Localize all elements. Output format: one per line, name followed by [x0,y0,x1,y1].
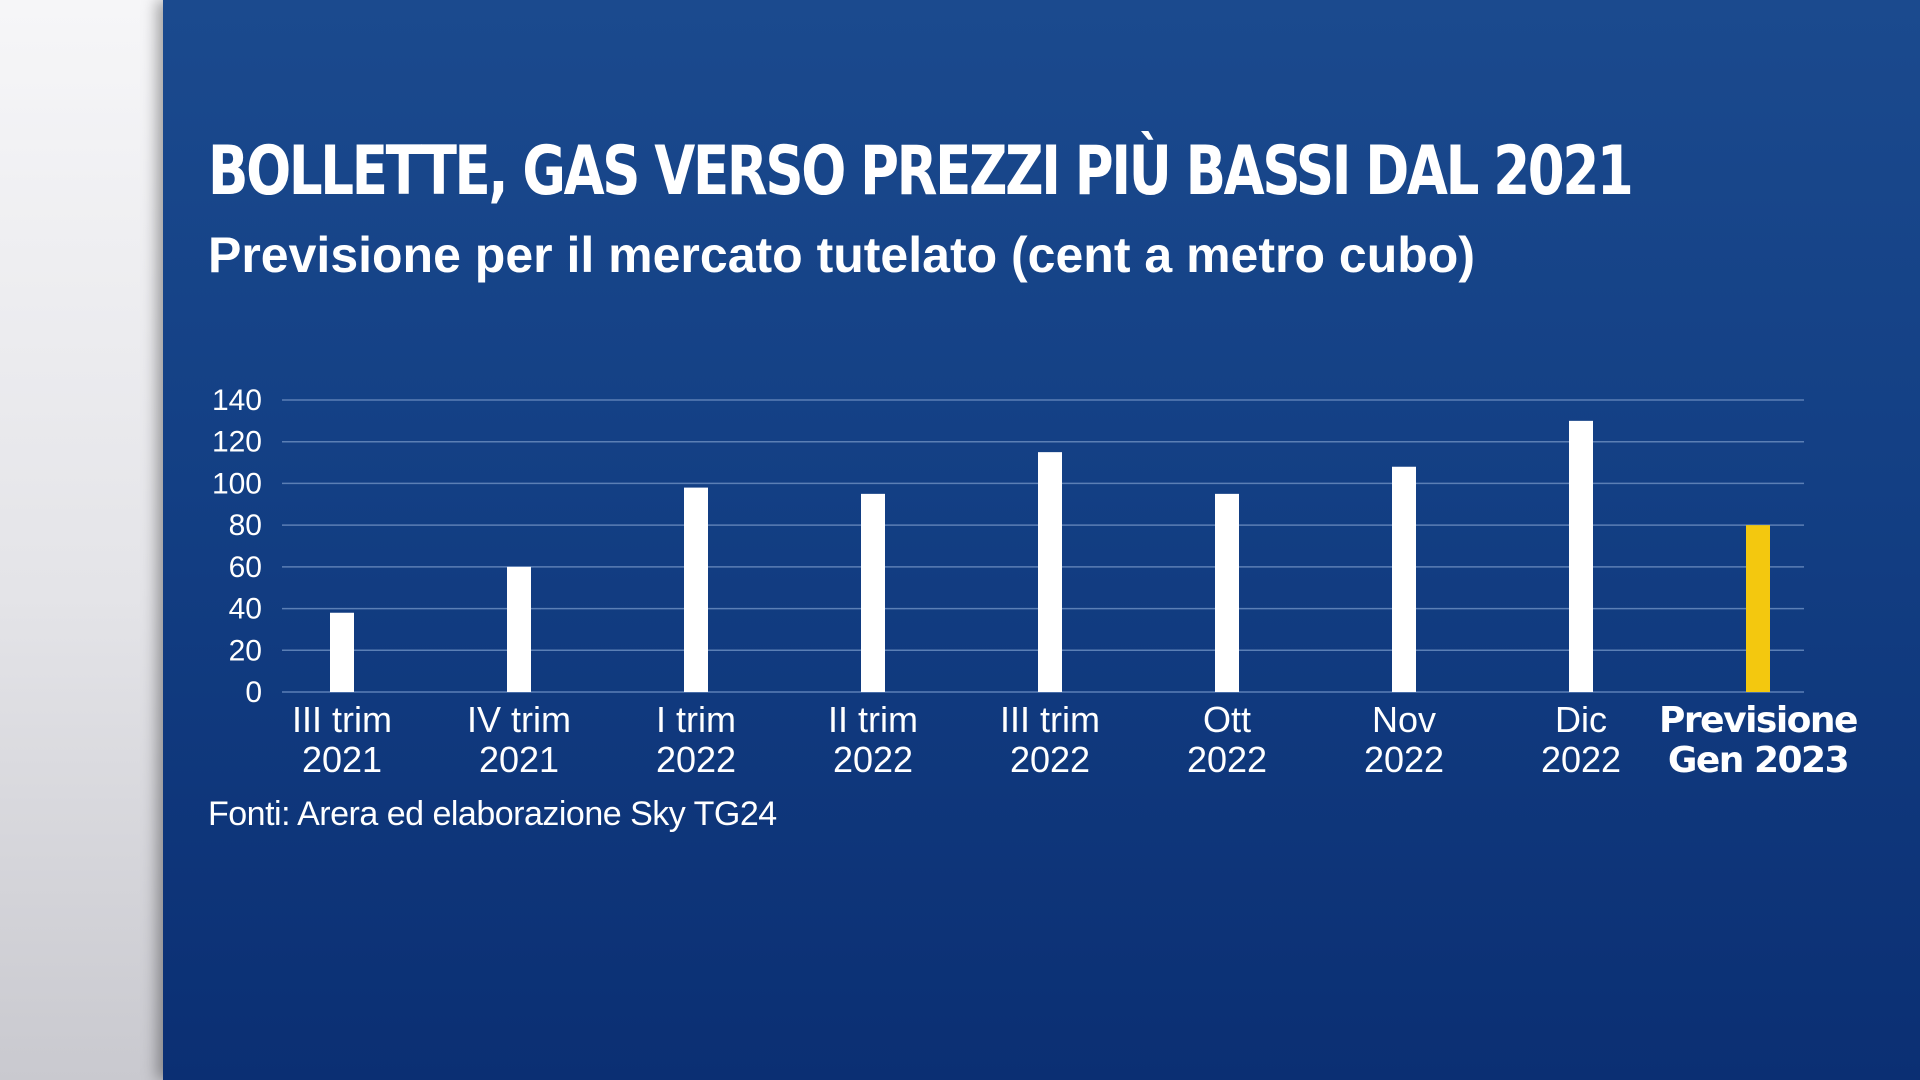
y-tick-label: 140 [212,384,262,417]
category-label: 2022 [1364,739,1444,780]
y-tick-label: 60 [229,551,262,584]
category-label: 2021 [302,739,382,780]
y-tick-label: 20 [229,634,262,667]
forecast-category-label: Previsione [1659,700,1857,741]
bars [330,420,1770,692]
category-label: III trim [1000,699,1100,740]
y-axis-ticks: 0 20 40 60 80 100 120 140 [212,384,262,709]
category-label: 2021 [479,739,559,780]
category-label: II trim [828,699,918,740]
category-label: Dic [1555,699,1607,740]
category-label: Ott [1203,699,1251,740]
category-label: Nov [1372,699,1436,740]
bar [861,493,885,692]
category-label: 2022 [1541,739,1621,780]
y-tick-label: 120 [212,426,262,459]
chart-title: BOLLETTE, GAS VERSO PREZZI PIÙ BASSI DAL… [208,132,1634,211]
category-label: 2022 [833,739,913,780]
y-tick-label: 100 [212,467,262,500]
y-tick-label: 80 [229,509,262,542]
forecast-bar [1746,525,1770,692]
bar [507,566,531,692]
category-label: IV trim [467,699,571,740]
category-label: I trim [656,699,736,740]
bar [1215,493,1239,692]
y-tick-label: 40 [229,593,262,626]
chart-subtitle: Previsione per il mercato tutelato (cent… [208,227,1475,283]
category-label: III trim [292,699,392,740]
bar [684,487,708,692]
bar [1392,466,1416,692]
category-label: 2022 [1187,739,1267,780]
left-side-panel [0,0,163,1080]
category-label: 2022 [1010,739,1090,780]
bar [330,612,354,692]
category-label: 2022 [656,739,736,780]
forecast-category-label: Gen 2023 [1668,740,1848,781]
bar [1569,420,1593,692]
y-tick-label: 0 [245,676,262,709]
bar [1038,452,1062,692]
source-note: Fonti: Arera ed elaborazione Sky TG24 [208,795,777,833]
